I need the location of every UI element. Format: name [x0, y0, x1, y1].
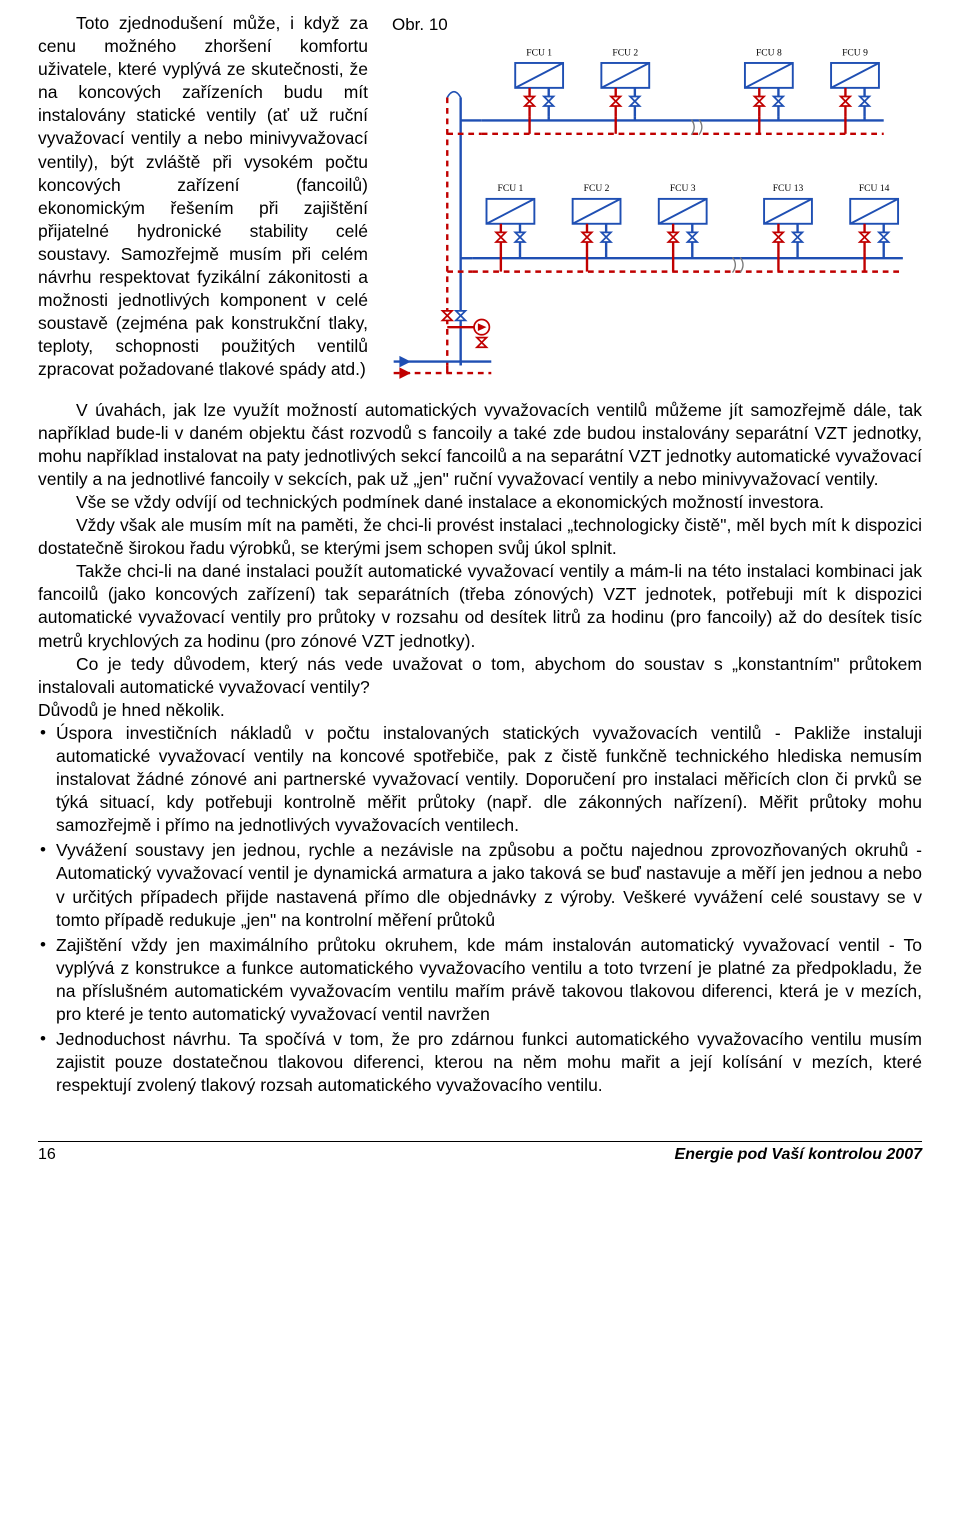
svg-text:FCU 2: FCU 2 [612, 48, 638, 59]
paragraph-7: Důvodů je hned několik. [38, 699, 922, 722]
svg-text:FCU 3: FCU 3 [670, 184, 696, 195]
page-number: 16 [38, 1144, 56, 1165]
svg-text:FCU 2: FCU 2 [584, 184, 610, 195]
paragraph-3: Vše se vždy odvíjí od technických podmín… [38, 491, 922, 514]
paragraph-4: Vždy však ale musím mít na paměti, že ch… [38, 514, 922, 560]
paragraph-1: Toto zjednodušení může, i když za cenu m… [38, 12, 368, 382]
svg-text:FCU 9: FCU 9 [842, 48, 868, 59]
footer-rule [38, 1141, 922, 1142]
reason-item: Jednoduchost návrhu. Ta spočívá v tom, ž… [38, 1028, 922, 1097]
figure-caption: Obr. 10 [392, 14, 448, 36]
hvac-diagram: FCU 1 FCU 2 FCU 8 FCU 9 FCU 1 FCU 2 FCU 3 FCU 1… [386, 40, 922, 394]
reason-item: Vyvážení soustavy jen jednou, rychle a n… [38, 839, 922, 931]
paragraph-5: Takže chci-li na dané instalaci použít a… [38, 560, 922, 652]
svg-text:FCU 8: FCU 8 [756, 48, 782, 59]
svg-text:FCU 13: FCU 13 [773, 184, 804, 195]
svg-text:FCU 14: FCU 14 [859, 184, 890, 195]
paragraph-2: V úvahách, jak lze využít možností autom… [38, 399, 922, 491]
svg-text:FCU 1: FCU 1 [526, 48, 552, 59]
reasons-list: Úspora investičních nákladů v počtu inst… [38, 722, 922, 1098]
svg-text:FCU 1: FCU 1 [498, 184, 524, 195]
paragraph-6: Co je tedy důvodem, který nás vede uvažo… [38, 653, 922, 699]
reason-item: Zajištění vždy jen maximálního průtoku o… [38, 934, 922, 1026]
footer-tagline: Energie pod Vaší kontrolou 2007 [675, 1144, 922, 1165]
reason-item: Úspora investičních nákladů v počtu inst… [38, 722, 922, 837]
